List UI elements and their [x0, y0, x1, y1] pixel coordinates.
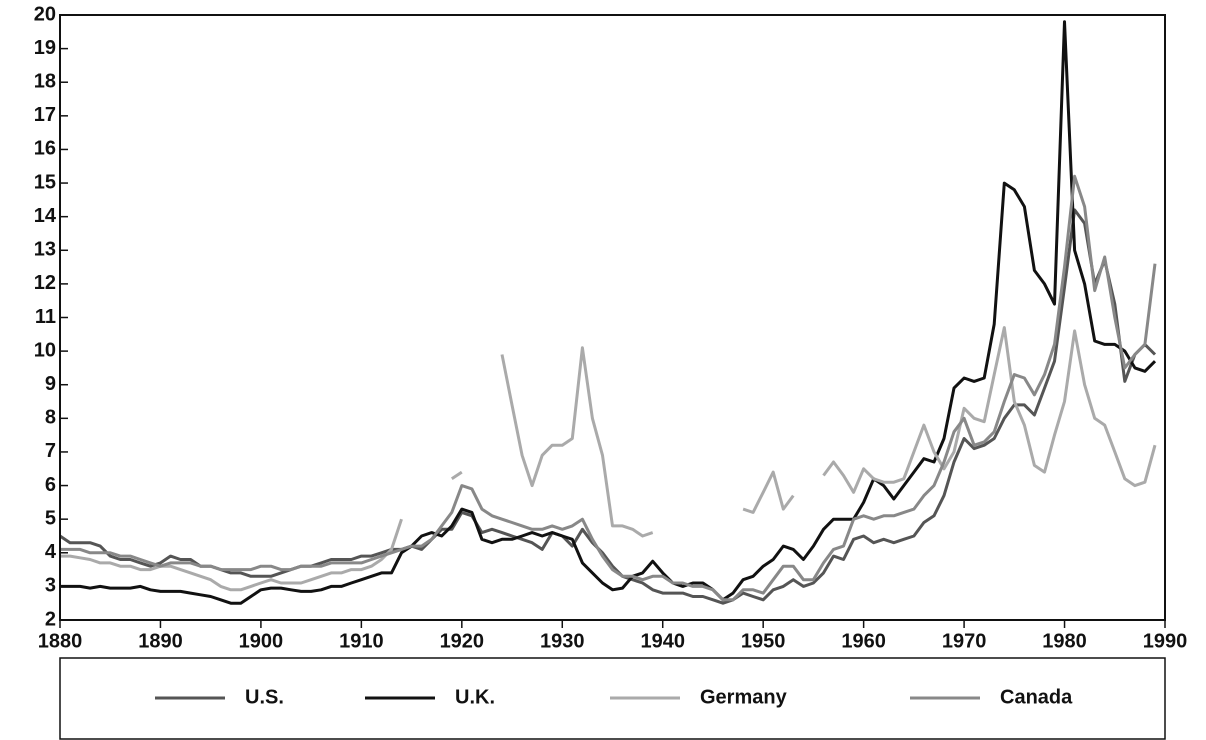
- y-tick-label: 3: [45, 575, 56, 597]
- y-tick-label: 16: [34, 138, 56, 160]
- x-tick-label: 1950: [741, 630, 786, 652]
- legend-label: U.S.: [245, 686, 284, 708]
- plot-frame: [59, 14, 1166, 621]
- series-line: [60, 174, 1157, 602]
- y-tick-label: 5: [45, 507, 56, 529]
- y-tick-label: 18: [34, 71, 56, 93]
- y-tick-label: 8: [45, 407, 56, 429]
- x-tick-label: 1880: [38, 630, 83, 652]
- legend-label: Germany: [700, 686, 788, 708]
- series-line: [60, 326, 1157, 592]
- x-tick-label: 1920: [440, 630, 485, 652]
- y-tick-label: 7: [45, 440, 56, 462]
- y-tick-label: 6: [45, 474, 56, 496]
- legend-box: [59, 657, 1166, 740]
- y-tick-label: 17: [34, 104, 56, 126]
- x-tick-label: 1930: [540, 630, 585, 652]
- y-tick-label: 10: [34, 339, 56, 361]
- x-tick-label: 1910: [339, 630, 384, 652]
- y-tick-label: 2: [45, 608, 56, 630]
- y-tick-label: 13: [34, 239, 56, 261]
- x-tick-label: 1900: [239, 630, 284, 652]
- y-tick-label: 14: [34, 205, 57, 227]
- x-tick-label: 1890: [138, 630, 183, 652]
- x-tick-label: 1970: [942, 630, 987, 652]
- y-tick-label: 4: [45, 541, 57, 563]
- series-line: [60, 20, 1157, 605]
- y-tick-label: 11: [35, 306, 56, 328]
- y-tick-label: 9: [45, 373, 56, 395]
- x-tick-label: 1980: [1042, 630, 1087, 652]
- y-tick-label: 20: [34, 3, 56, 25]
- x-tick-label: 1960: [841, 630, 886, 652]
- x-tick-label: 1990: [1143, 630, 1188, 652]
- y-tick-label: 12: [34, 272, 56, 294]
- y-tick-label: 19: [34, 37, 56, 59]
- series-line: [59, 208, 1157, 605]
- y-tick-label: 15: [34, 171, 56, 193]
- legend-label: Canada: [1000, 686, 1073, 708]
- x-tick-label: 1940: [640, 630, 685, 652]
- legend-label: U.K.: [455, 686, 495, 708]
